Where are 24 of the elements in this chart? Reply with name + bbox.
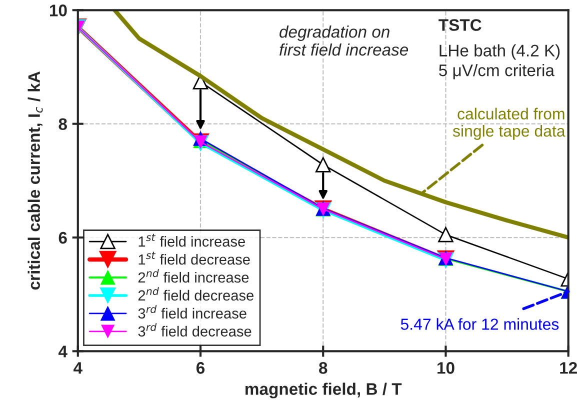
x-tick-label: 10: [438, 362, 454, 374]
x-tick-label: 8: [319, 362, 328, 374]
annotation: calculated from single tape data: [452, 108, 566, 140]
legend-label: 3$^{rd}$ field increase: [138, 305, 246, 319]
legend-label: 1$^{st}$ field increase: [138, 234, 245, 247]
y-tick-label: 8: [58, 118, 67, 130]
x-tick-label: 12: [560, 362, 577, 374]
y-tick-label: 10: [50, 4, 67, 16]
y-tick-label: 6: [58, 232, 67, 244]
legend-label: 2$^{nd}$ field decrease: [138, 287, 254, 301]
annotation: degradation on first field increase: [280, 25, 408, 56]
legend-label: 3$^{rd}$ field decrease: [138, 323, 252, 337]
x-tick-label: 4: [74, 362, 82, 374]
annotation: LHe bath (4.2 K) 5 μV/cm criteria: [439, 44, 560, 80]
annotation: TSTC: [438, 19, 482, 31]
y-axis-title: critical cable current, I$_{c}$ / kA: [28, 72, 43, 290]
x-axis-title: magnetic field, B / T: [246, 382, 402, 398]
annotation: 5.47 kA for 12 minutes: [400, 318, 559, 330]
point: [438, 227, 454, 242]
legend-label: 1$^{st}$ field decrease: [138, 252, 250, 265]
legend-label: 2$^{nd}$ field increase: [138, 269, 249, 283]
point: [315, 157, 331, 172]
y-tick-label: 4: [58, 346, 68, 358]
x-tick-label: 6: [196, 362, 205, 374]
